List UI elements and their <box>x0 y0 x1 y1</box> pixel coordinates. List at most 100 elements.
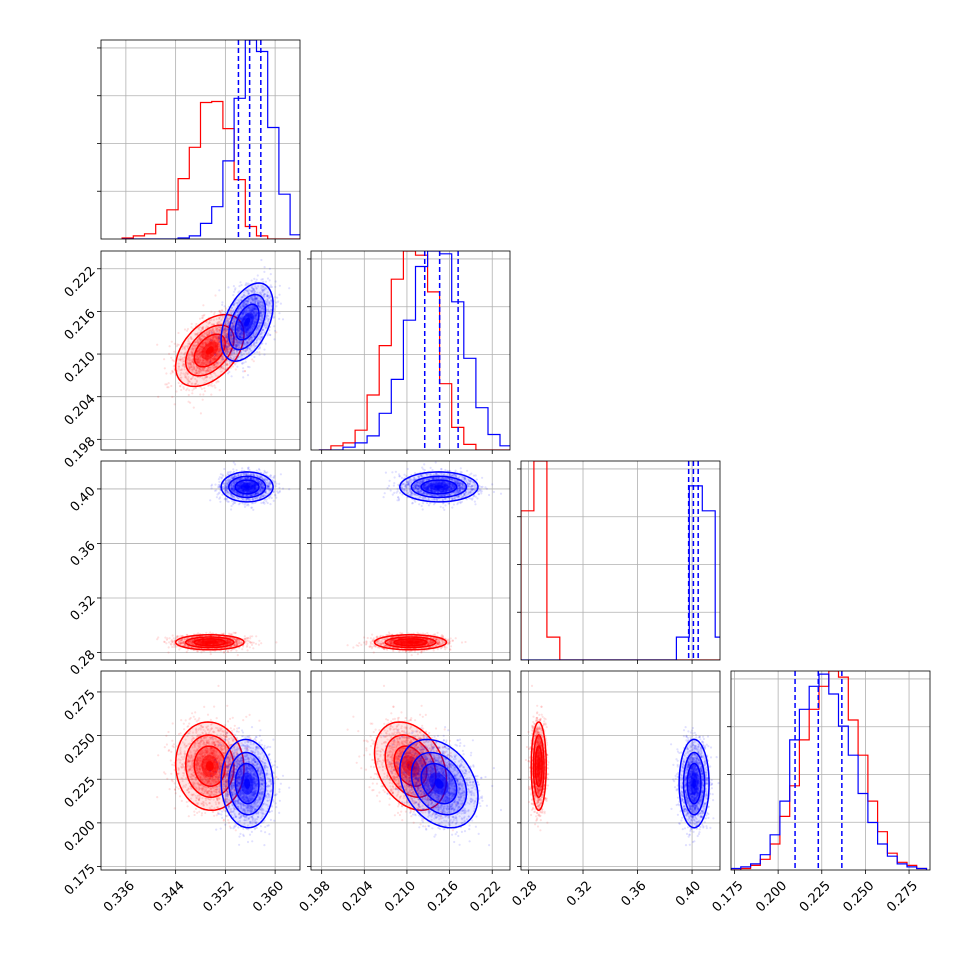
scatter-point <box>233 335 236 338</box>
scatter-point <box>233 320 236 323</box>
scatter-point <box>223 328 226 331</box>
scatter-point <box>260 315 263 318</box>
scatter-point <box>177 343 180 346</box>
scatter-point <box>229 317 232 320</box>
scatter-point <box>183 365 186 368</box>
scatter-point <box>202 368 205 371</box>
scatter-point <box>226 332 229 335</box>
scatter-point <box>232 309 235 312</box>
scatter-point <box>208 332 211 335</box>
scatter-point <box>219 327 222 330</box>
scatter-point <box>199 354 202 357</box>
scatter-point <box>229 327 232 330</box>
scatter-point <box>266 294 269 297</box>
scatter-point <box>237 328 240 331</box>
scatter-point <box>204 341 207 344</box>
scatter-point <box>213 311 216 314</box>
scatter-point <box>210 359 213 362</box>
scatter-point <box>236 365 239 368</box>
scatter-point <box>233 320 236 323</box>
scatter-point <box>246 331 249 334</box>
scatter-point <box>212 336 216 339</box>
scatter-point <box>197 358 200 361</box>
scatter-point <box>213 384 216 387</box>
scatter-point <box>240 298 243 302</box>
scatter-point <box>237 323 240 326</box>
scatter-point <box>192 349 195 352</box>
scatter-point <box>206 360 209 363</box>
scatter-point <box>209 369 212 372</box>
scatter-point <box>218 345 221 348</box>
scatter-point <box>230 339 233 342</box>
scatter-point <box>234 345 237 348</box>
scatter-point <box>260 322 263 325</box>
scatter-point <box>208 361 211 364</box>
scatter-point <box>246 342 250 345</box>
scatter-point <box>241 336 244 339</box>
scatter-point <box>191 376 194 379</box>
scatter-point <box>190 365 193 368</box>
scatter-point <box>163 640 166 643</box>
scatter-point <box>238 328 241 332</box>
scatter-point <box>259 300 262 304</box>
scatter-point <box>236 333 239 336</box>
scatter-point <box>229 308 232 312</box>
scatter-point <box>228 344 231 347</box>
scatter-point <box>226 346 229 349</box>
scatter-point <box>208 367 211 370</box>
scatter-point <box>251 287 254 290</box>
scatter-point <box>232 334 235 337</box>
scatter-point <box>212 323 215 326</box>
scatter-point <box>255 298 258 301</box>
scatter-point <box>203 313 206 316</box>
scatter-point <box>211 338 215 341</box>
scatter-point <box>233 336 236 339</box>
scatter-point <box>218 289 221 292</box>
scatter-point <box>231 332 234 335</box>
scatter-point <box>187 364 190 367</box>
scatter-point <box>230 313 233 316</box>
scatter-point <box>259 318 262 321</box>
scatter-point <box>238 335 241 338</box>
scatter-point <box>252 342 255 345</box>
scatter-point <box>227 344 230 347</box>
scatter-point <box>205 333 209 336</box>
scatter-point <box>250 338 253 341</box>
scatter-point <box>258 306 261 309</box>
scatter-point <box>226 351 229 354</box>
scatter-point <box>198 349 201 352</box>
scatter-point <box>237 327 240 330</box>
scatter-point <box>227 324 230 327</box>
scatter-point <box>260 642 263 645</box>
scatter-point <box>247 333 250 336</box>
scatter-point <box>186 372 189 375</box>
scatter-point <box>186 357 189 360</box>
scatter-point <box>188 361 192 364</box>
scatter-point <box>157 395 160 398</box>
scatter-point <box>270 304 273 307</box>
scatter-point <box>253 342 256 345</box>
scatter-point <box>224 332 227 335</box>
scatter-point <box>269 273 272 276</box>
scatter-point <box>203 390 207 393</box>
scatter-point <box>273 338 276 341</box>
scatter-point <box>217 338 220 341</box>
scatter-point <box>259 313 262 316</box>
scatter-point <box>200 369 203 372</box>
scatter-point <box>193 341 196 344</box>
scatter-point <box>238 300 241 303</box>
scatter-point <box>225 335 228 338</box>
scatter-point <box>189 354 192 357</box>
scatter-point <box>196 361 199 364</box>
scatter-point <box>229 350 232 353</box>
scatter-point <box>217 323 220 326</box>
scatter-point <box>232 303 235 306</box>
scatter-point <box>268 302 271 305</box>
scatter-point <box>266 312 269 315</box>
scatter-point <box>209 384 212 387</box>
scatter-point <box>224 310 227 313</box>
scatter-point <box>200 326 203 329</box>
scatter-point <box>253 306 256 309</box>
scatter-point <box>187 400 190 403</box>
scatter-point <box>260 287 263 290</box>
